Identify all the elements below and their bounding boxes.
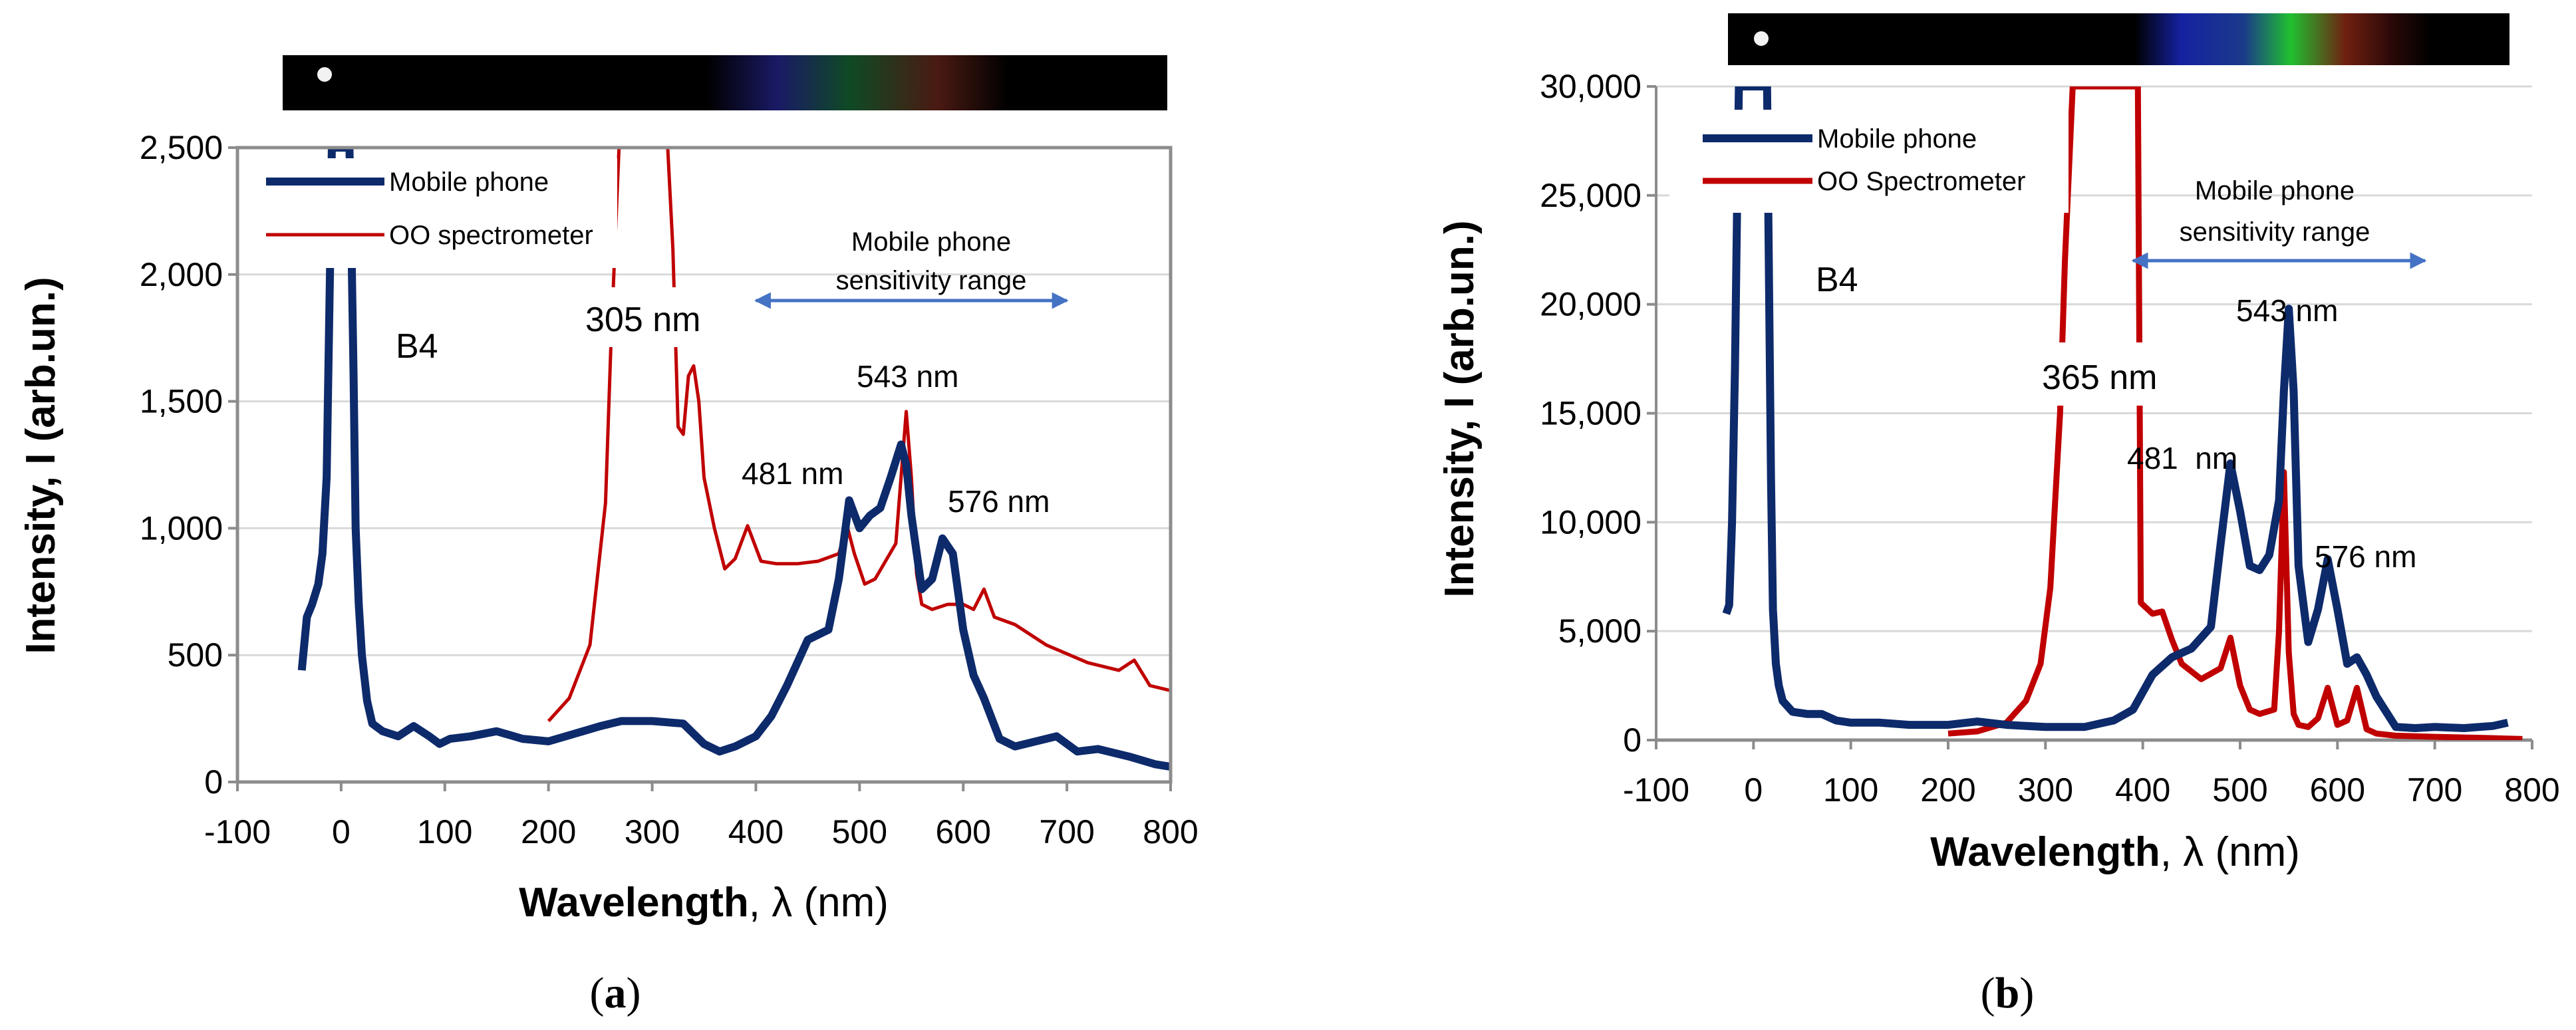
- x-tick-label-b: 0: [1744, 771, 1763, 809]
- range-label-line1-a: Mobile phone: [851, 227, 1011, 257]
- y-tick-label-a: 1,000: [140, 509, 223, 547]
- x-tick-label-a: 100: [417, 813, 472, 850]
- series-mobile-phone-b: [1722, 86, 2509, 732]
- panel-b: 0 5,000 10,000 15,000 20,000 25,000 30,000 -10…: [1437, 13, 2560, 1017]
- y-axis-title-b: Intensity, I (arb.un.): [1437, 220, 1483, 597]
- spectrum-strip-a: [283, 55, 1167, 110]
- y-tick-label-b: 25,000: [1540, 177, 1642, 214]
- y-axis-title-a: Intensity, I (arb.un.): [18, 277, 64, 654]
- x-tick-label-b: 100: [1823, 771, 1878, 809]
- x-tick-label-a: -100: [204, 813, 271, 850]
- x-tick-label-b: 300: [2018, 771, 2073, 809]
- x-tick-label-a: 0: [332, 813, 351, 850]
- x-tick-label-a: 200: [521, 813, 576, 850]
- y-tick-label-a: 1,500: [140, 383, 223, 420]
- peak-label-481nm-b: 481 nm: [2127, 441, 2237, 475]
- x-tick-label-b: 400: [2115, 771, 2170, 809]
- y-tick-label-a: 2,000: [140, 256, 223, 293]
- y-tick-label-b: 0: [1623, 721, 1642, 759]
- x-tick-label-a: 600: [936, 813, 991, 850]
- range-label-line2-a: sensitivity range: [836, 266, 1027, 295]
- y-tick-labels-a: 0 500 1,000 1,500 2,000 2,500: [140, 129, 223, 801]
- y-tick-label-b: 20,000: [1540, 286, 1642, 323]
- plot-frame-a: [235, 146, 1173, 784]
- legend-label-oo-a: OO spectrometer: [389, 221, 593, 250]
- range-label-line1-b: Mobile phone: [2195, 176, 2355, 205]
- y-tick-label-b: 15,000: [1540, 395, 1642, 432]
- caption-a: (a): [590, 969, 641, 1017]
- legend-label-oo-b: OO Spectrometer: [1817, 167, 2025, 196]
- x-tick-label-a: 300: [625, 813, 680, 850]
- spectrum-strip-b: [1728, 13, 2509, 65]
- x-tick-label-b: -100: [1623, 771, 1689, 809]
- x-tick-label-b: 700: [2407, 771, 2462, 809]
- y-tick-label-b: 10,000: [1540, 503, 1642, 541]
- legend-a: [258, 158, 617, 268]
- spectrum-light-spot-a: [317, 67, 332, 82]
- series-oo-spectrometer-b: [1947, 86, 2523, 740]
- y-tick-label-a: 0: [204, 763, 223, 801]
- x-tick-label-a: 400: [728, 813, 784, 850]
- peak-label-365nm: 365 nm: [2042, 358, 2157, 397]
- sample-label-a: B4: [396, 327, 438, 366]
- legend-label-mobile-b: Mobile phone: [1817, 124, 1977, 154]
- peak-label-543nm-b: 543 nm: [2236, 293, 2338, 328]
- peak-label-576nm-a: 576 nm: [948, 484, 1050, 519]
- spectrum-light-spot-b: [1754, 31, 1769, 46]
- y-tick-label-b: 5,000: [1558, 612, 1642, 650]
- x-tick-labels-a: -100 0 100 200 300 400 500 600 700 800: [204, 813, 1199, 850]
- legend-label-mobile-a: Mobile phone: [389, 168, 549, 197]
- y-tick-label-a: 500: [168, 636, 223, 674]
- x-tick-label-a: 800: [1143, 813, 1198, 850]
- panel-a: 0 500 1,000 1,500 2,000 2,500 -100 0 100 200 300 4…: [18, 55, 1199, 1017]
- x-tick-label-b: 800: [2504, 771, 2559, 809]
- y-tick-labels-b: 0 5,000 10,000 15,000 20,000 25,000 30,000: [1540, 68, 1642, 759]
- x-tick-label-b: 500: [2212, 771, 2267, 809]
- range-label-line2-b: sensitivity range: [2180, 217, 2370, 247]
- x-tick-label-a: 700: [1039, 813, 1094, 850]
- series-mobile-phone-a: [297, 148, 1171, 771]
- label-backdrop-305: [565, 287, 732, 347]
- x-axis-title-b: Wavelength, λ (nm): [1930, 829, 2300, 875]
- sample-label-b: B4: [1816, 261, 1858, 299]
- x-tick-label-b: 600: [2310, 771, 2365, 809]
- peak-label-576nm-b: 576 nm: [2315, 539, 2416, 574]
- x-tick-label-b: 200: [1920, 771, 1975, 809]
- peak-label-305nm: 305 nm: [585, 301, 700, 339]
- y-tick-label-b: 30,000: [1540, 68, 1642, 105]
- caption-b: (b): [1981, 969, 2035, 1017]
- x-tick-label-a: 500: [832, 813, 887, 850]
- peak-label-481nm-a: 481 nm: [742, 456, 843, 491]
- x-axis-title-a: Wavelength, λ (nm): [519, 880, 889, 926]
- y-tick-label-a: 2,500: [140, 129, 223, 166]
- x-tick-labels-b: -100 0 100 200 300 400 500 600 700 800: [1623, 771, 2560, 809]
- peak-label-543nm-a: 543 nm: [857, 359, 958, 394]
- legend-b: [1669, 110, 2069, 213]
- label-backdrop-365: [2035, 342, 2195, 406]
